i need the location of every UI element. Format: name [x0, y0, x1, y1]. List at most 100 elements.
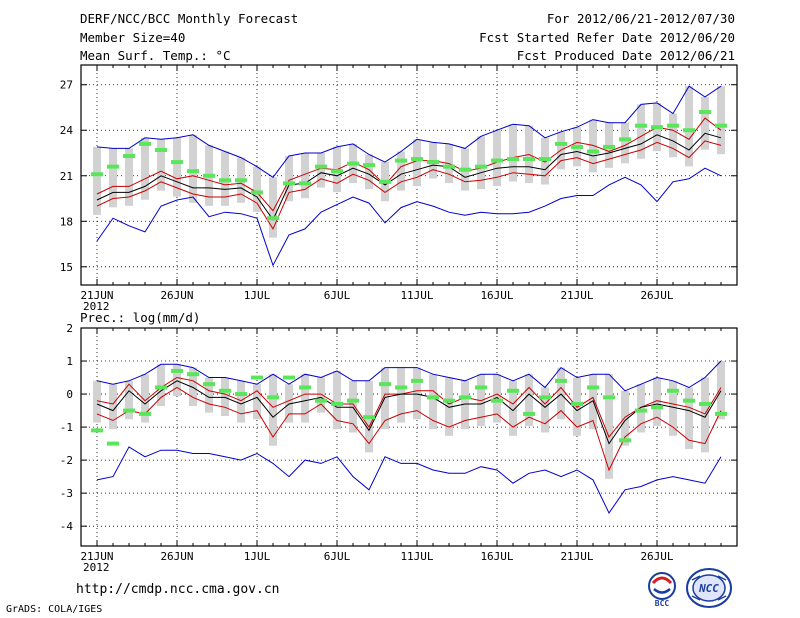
ensemble-box — [653, 377, 661, 426]
ensemble-box — [189, 367, 197, 407]
variable-label: Mean Surf. Temp.: °C — [80, 48, 231, 63]
climatology-marker — [203, 173, 215, 178]
ensemble-box — [333, 370, 341, 430]
climatology-marker — [283, 375, 295, 380]
ensemble-box — [397, 367, 405, 423]
x-tick-label: 1JUL — [244, 550, 271, 563]
climatology-marker — [299, 181, 311, 186]
y-tick-label: 24 — [60, 124, 74, 137]
climatology-marker — [635, 123, 647, 128]
series-ensemble-mean — [96, 132, 722, 221]
climatology-marker — [91, 428, 103, 433]
ensemble-box — [461, 380, 469, 430]
ensemble-box — [525, 374, 533, 426]
ensemble-box — [509, 380, 517, 436]
climatology-marker — [635, 408, 647, 413]
ensemble-box — [317, 377, 325, 413]
climatology-marker — [571, 144, 583, 149]
plot-frame — [80, 327, 738, 547]
x-tick-label: 1JUL — [244, 289, 271, 302]
climatology-marker — [331, 401, 343, 406]
precip-title: Prec.: log(mm/d) — [80, 310, 200, 325]
x-tick-label: 26JUN — [160, 289, 193, 302]
climatology-marker — [235, 178, 247, 183]
climatology-marker — [587, 385, 599, 390]
climatology-marker — [219, 178, 231, 183]
ensemble-box — [477, 136, 485, 190]
climatology-marker — [363, 163, 375, 168]
ensemble-box — [157, 364, 165, 407]
climatology-marker — [523, 411, 535, 416]
climatology-marker — [475, 385, 487, 390]
climatology-marker — [347, 161, 359, 166]
climatology-marker — [283, 181, 295, 186]
ensemble-box — [445, 377, 453, 436]
climatology-marker — [651, 125, 663, 130]
ensemble-box — [669, 113, 677, 158]
ensemble-box — [141, 374, 149, 423]
ensemble-box — [205, 377, 213, 413]
climatology-marker — [571, 401, 583, 406]
ensemble-box — [541, 387, 549, 433]
x-tick-label: 11JUL — [400, 550, 433, 563]
climatology-marker — [443, 164, 455, 169]
ensemble-box — [397, 151, 405, 191]
climatology-marker — [459, 395, 471, 400]
climatology-marker — [107, 164, 119, 169]
x-tick-label: 16JUL — [480, 550, 513, 563]
climatology-marker — [123, 408, 135, 413]
climatology-marker — [315, 164, 327, 169]
climatology-marker — [155, 147, 167, 152]
ensemble-box — [109, 148, 117, 208]
y-tick-label: -3 — [60, 487, 73, 500]
climatology-marker — [427, 160, 439, 165]
climatology-marker — [251, 375, 263, 380]
climatology-marker — [187, 372, 199, 377]
climatology-marker — [443, 398, 455, 403]
climatology-marker — [251, 190, 263, 195]
ensemble-box — [589, 119, 597, 173]
climatology-marker — [683, 128, 695, 133]
y-tick-label: 18 — [60, 215, 73, 228]
climatology-marker — [187, 169, 199, 174]
climatology-marker — [123, 154, 135, 159]
y-tick-label: -4 — [60, 520, 74, 533]
climatology-marker — [203, 382, 215, 387]
footer-url[interactable]: http://cmdp.ncc.cma.gov.cn — [76, 582, 280, 597]
ensemble-box — [541, 137, 549, 185]
ensemble-box — [173, 364, 181, 397]
climatology-marker — [667, 388, 679, 393]
ensemble-box — [429, 374, 437, 430]
climatology-marker — [235, 392, 247, 397]
y-tick-label: 2 — [66, 322, 73, 335]
x-tick-label: 21JUL — [560, 289, 593, 302]
ensemble-box — [509, 124, 517, 182]
climatology-marker — [699, 401, 711, 406]
forecast-period: For 2012/06/21-2012/07/30 — [546, 11, 735, 26]
climatology-marker — [603, 144, 615, 149]
ensemble-box — [93, 146, 101, 215]
x-tick-label: 21JUL — [560, 550, 593, 563]
climatology-marker — [523, 157, 535, 162]
climatology-marker — [91, 172, 103, 177]
ensemble-box — [109, 384, 117, 430]
ensemble-box — [301, 153, 309, 199]
climatology-marker — [363, 415, 375, 420]
climatology-marker — [459, 167, 471, 172]
series-lower-spread — [96, 386, 722, 472]
series-upper-spread — [96, 376, 722, 438]
climatology-marker — [539, 157, 551, 162]
climatology-marker — [395, 385, 407, 390]
climatology-marker — [539, 395, 551, 400]
panel-precipitation: 2 1 0 -1 -2 -3 -4 21JUN 26JUN 1JUL 6JUL 11JUL 16JUL 2… — [60, 322, 738, 574]
climatology-marker — [267, 216, 279, 221]
plot-frame — [80, 64, 738, 286]
ensemble-box — [477, 374, 485, 426]
climatology-marker — [411, 378, 423, 383]
climatology-marker — [395, 158, 407, 163]
bcc-logo-text: BCC — [655, 599, 670, 608]
series-upper-spread — [96, 117, 722, 212]
series-max-envelope — [96, 85, 722, 178]
climatology-marker — [715, 123, 727, 128]
